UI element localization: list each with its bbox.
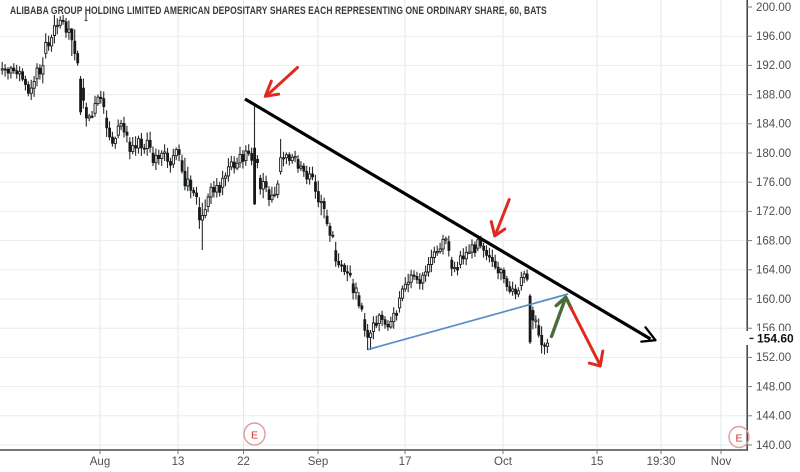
- svg-text:13: 13: [172, 456, 185, 468]
- svg-text:15: 15: [591, 456, 604, 468]
- svg-text:196.00: 196.00: [756, 31, 791, 43]
- svg-text:180.00: 180.00: [756, 148, 791, 160]
- svg-text:19:30: 19:30: [647, 456, 676, 468]
- svg-text:Sep: Sep: [308, 456, 328, 468]
- svg-text:188.00: 188.00: [756, 89, 791, 101]
- svg-text:184.00: 184.00: [756, 119, 791, 131]
- svg-text:192.00: 192.00: [756, 60, 791, 72]
- svg-text:200.00: 200.00: [756, 2, 791, 14]
- svg-text:148.00: 148.00: [756, 381, 791, 393]
- svg-text:Aug: Aug: [90, 456, 110, 468]
- svg-text:Nov: Nov: [711, 456, 732, 468]
- svg-text:144.00: 144.00: [756, 411, 791, 423]
- svg-text:172.00: 172.00: [756, 206, 791, 218]
- svg-text:164.00: 164.00: [756, 265, 791, 277]
- svg-text:140.00: 140.00: [756, 440, 791, 452]
- svg-text:168.00: 168.00: [756, 235, 791, 247]
- svg-text:176.00: 176.00: [756, 177, 791, 189]
- svg-text:152.00: 152.00: [756, 352, 791, 364]
- svg-text:E: E: [251, 430, 258, 442]
- svg-text:E: E: [735, 433, 742, 445]
- svg-text:22: 22: [237, 456, 250, 468]
- svg-text:160.00: 160.00: [756, 294, 791, 306]
- svg-text:17: 17: [399, 456, 412, 468]
- svg-text:Oct: Oct: [494, 456, 513, 468]
- svg-text:154.60: 154.60: [757, 332, 794, 346]
